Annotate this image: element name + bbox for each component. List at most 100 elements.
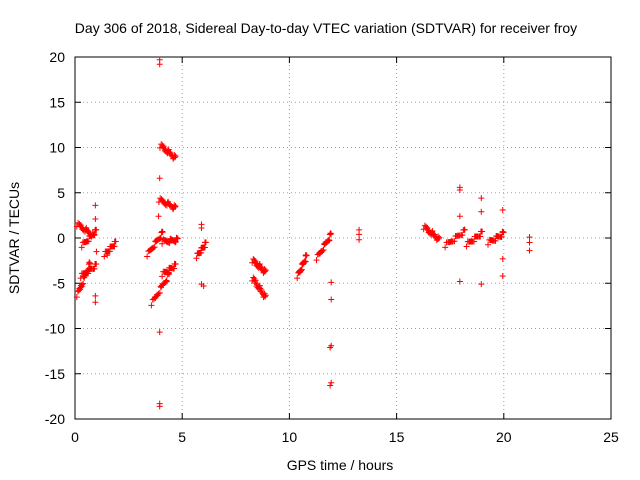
data-point-marker bbox=[326, 231, 333, 238]
data-point-marker bbox=[101, 253, 108, 260]
data-point-marker bbox=[166, 240, 173, 247]
data-point-marker bbox=[111, 238, 118, 245]
x-axis-label: GPS time / hours bbox=[287, 457, 394, 473]
data-point-marker bbox=[471, 238, 478, 245]
data-point-marker bbox=[156, 175, 163, 182]
data-point-marker bbox=[156, 289, 163, 296]
y-tick-label: 15 bbox=[49, 94, 65, 110]
data-point-marker bbox=[262, 268, 269, 275]
grid-lines bbox=[75, 57, 611, 419]
data-point-marker bbox=[92, 215, 99, 222]
data-point-marker bbox=[478, 208, 485, 215]
data-point-marker bbox=[85, 270, 92, 277]
data-point-marker bbox=[171, 204, 178, 211]
data-point-marker bbox=[156, 403, 163, 410]
data-point-marker bbox=[172, 239, 179, 246]
data-point-marker bbox=[328, 296, 335, 303]
data-point-marker bbox=[302, 252, 309, 259]
data-point-marker bbox=[262, 267, 269, 274]
data-point-marker bbox=[499, 273, 506, 280]
data-point-marker bbox=[193, 255, 200, 262]
y-tick-label: 20 bbox=[49, 49, 65, 65]
data-point-marker bbox=[171, 154, 178, 161]
data-point-marker bbox=[435, 235, 442, 242]
data-point-marker bbox=[155, 213, 162, 220]
data-point-marker bbox=[325, 238, 332, 245]
data-point-marker bbox=[476, 233, 483, 240]
data-point-marker bbox=[92, 202, 99, 209]
data-point-marker bbox=[463, 243, 470, 250]
data-point-marker bbox=[148, 302, 155, 309]
data-point-marker bbox=[92, 226, 99, 233]
data-point-marker bbox=[144, 253, 151, 260]
data-point-marker bbox=[80, 280, 87, 287]
data-point-marker bbox=[301, 258, 308, 265]
data-point-marker bbox=[492, 237, 499, 244]
data-point-marker bbox=[198, 225, 205, 232]
data-point-marker bbox=[77, 275, 84, 282]
data-point-marker bbox=[456, 187, 463, 194]
data-point-marker bbox=[85, 238, 92, 245]
data-point-marker bbox=[499, 206, 506, 213]
data-point-marker bbox=[485, 241, 492, 248]
data-point-marker bbox=[327, 230, 334, 237]
data-point-marker bbox=[456, 213, 463, 220]
data-point-marker bbox=[90, 265, 97, 272]
data-points bbox=[73, 56, 533, 410]
data-point-marker bbox=[92, 292, 99, 299]
data-point-marker bbox=[171, 261, 178, 268]
x-tick-label: 10 bbox=[282, 429, 298, 445]
data-point-marker bbox=[319, 247, 326, 254]
data-point-marker bbox=[451, 238, 458, 245]
data-point-marker bbox=[327, 344, 334, 351]
data-point-marker bbox=[172, 153, 179, 160]
data-point-marker bbox=[78, 244, 85, 251]
data-point-marker bbox=[320, 246, 327, 253]
data-point-marker bbox=[156, 61, 163, 68]
y-tick-label: 0 bbox=[57, 230, 65, 246]
y-tick-labels: -20 -15 -10 -5 0 5 10 15 20 bbox=[45, 49, 65, 427]
data-point-marker bbox=[326, 237, 333, 244]
data-point-marker bbox=[356, 231, 363, 238]
data-point-marker bbox=[92, 261, 99, 268]
data-point-marker bbox=[478, 195, 485, 202]
data-point-marker bbox=[328, 279, 335, 286]
data-point-marker bbox=[104, 252, 111, 259]
y-tick-label: -10 bbox=[45, 321, 65, 337]
data-point-marker bbox=[93, 248, 100, 255]
x-tick-label: 15 bbox=[389, 429, 405, 445]
y-axis-label: SDTVAR / TECUs bbox=[6, 182, 22, 294]
data-point-marker bbox=[461, 226, 468, 233]
y-tick-label: -15 bbox=[45, 366, 65, 382]
data-point-marker bbox=[327, 382, 334, 389]
data-point-marker bbox=[499, 228, 506, 235]
data-point-marker bbox=[163, 277, 170, 284]
data-point-marker bbox=[86, 260, 93, 267]
data-point-marker bbox=[155, 290, 162, 297]
data-point-marker bbox=[313, 257, 320, 264]
data-point-marker bbox=[172, 203, 179, 210]
data-point-marker bbox=[328, 379, 335, 386]
data-point-marker bbox=[456, 278, 463, 285]
data-point-marker bbox=[159, 240, 166, 247]
data-point-marker bbox=[298, 266, 305, 273]
data-point-marker bbox=[79, 281, 86, 288]
data-point-marker bbox=[156, 329, 163, 336]
data-point-marker bbox=[170, 265, 177, 272]
data-point-marker bbox=[159, 228, 166, 235]
data-point-marker bbox=[110, 243, 117, 250]
data-point-marker bbox=[262, 292, 269, 299]
data-point-marker bbox=[526, 234, 533, 241]
data-point-marker bbox=[458, 232, 465, 239]
data-point-marker bbox=[526, 247, 533, 254]
chart-title: Day 306 of 2018, Sidereal Day-to-day VTE… bbox=[75, 20, 577, 36]
data-point-marker bbox=[73, 294, 80, 301]
data-point-marker bbox=[294, 275, 301, 282]
y-tick-label: -20 bbox=[45, 411, 65, 427]
data-point-marker bbox=[498, 233, 505, 240]
data-point-marker bbox=[90, 232, 97, 239]
data-point-marker bbox=[436, 234, 443, 241]
data-point-marker bbox=[499, 255, 506, 262]
